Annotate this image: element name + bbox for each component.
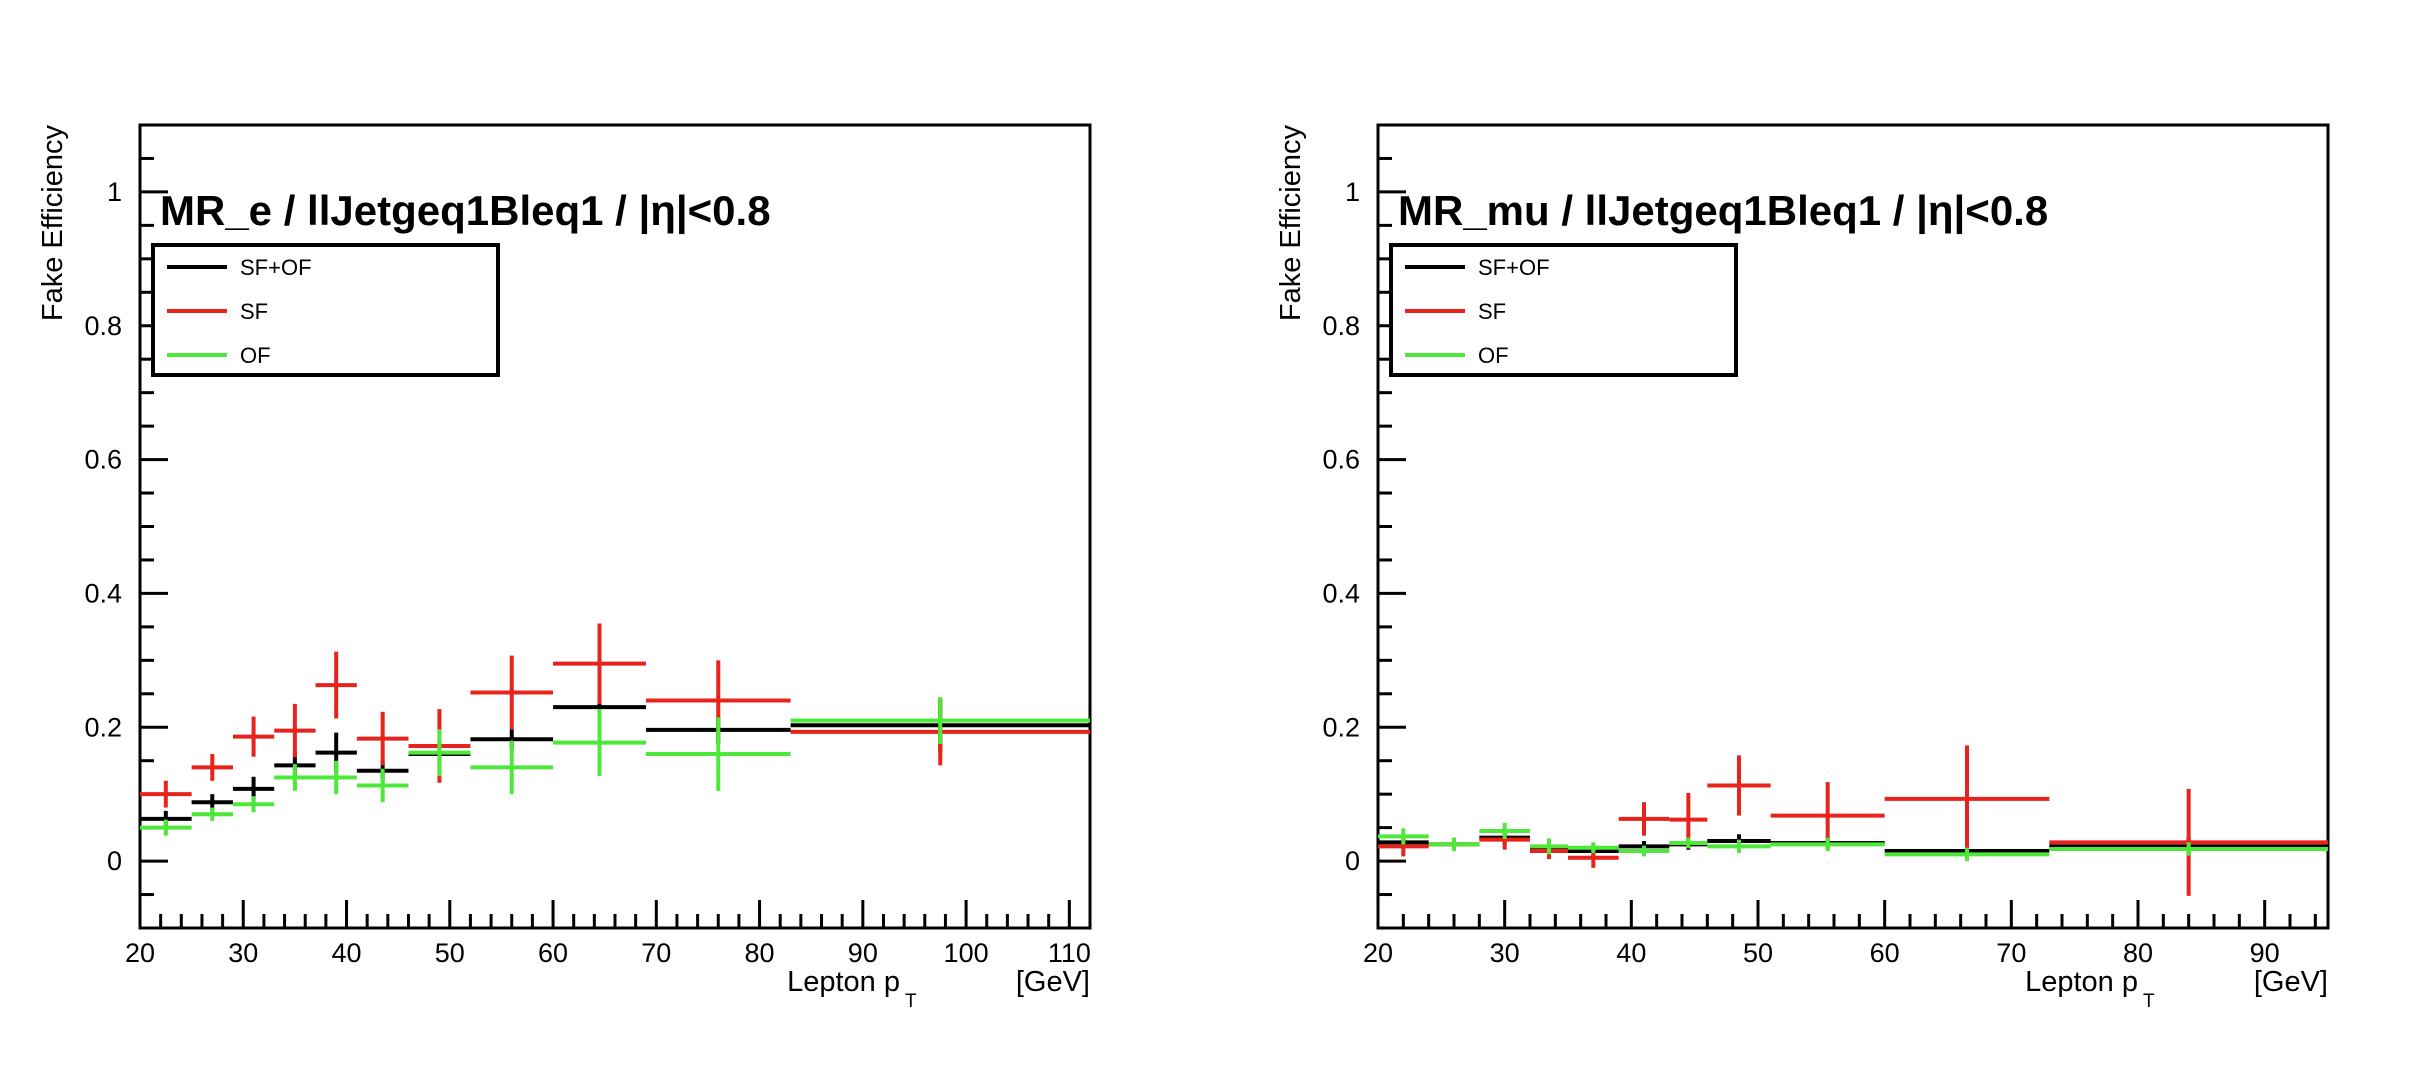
x-tick-label: 90: [2250, 938, 2280, 968]
x-tick-label: 20: [1363, 938, 1393, 968]
x-tick-label: 50: [1743, 938, 1773, 968]
x-tick-label: 30: [228, 938, 258, 968]
x-tick-label: 20: [125, 938, 155, 968]
y-tick-label: 0.2: [84, 712, 122, 742]
y-tick-label: 0.6: [84, 445, 122, 475]
x-axis-label: Lepton p: [2025, 966, 2138, 998]
y-tick-label: 0.4: [84, 578, 122, 608]
series-sf: [1378, 745, 2328, 896]
chart-panel-1: 0 0.2 0.4 0.6 0.8 1 20 30 40 50 60 70 80 90 100 110 Lept…: [37, 123, 1092, 1012]
x-tick-label: 60: [1870, 938, 1900, 968]
legend-label: OF: [240, 343, 271, 368]
x-tick-label: 90: [848, 938, 878, 968]
legend-label: OF: [1478, 343, 1509, 368]
chart-panel-2: 0 0.2 0.4 0.6 0.8 1 20 30 40 50 60 70 80 90 Lepton pT […: [1275, 123, 2330, 1012]
y-tick-label: 0: [107, 846, 122, 876]
chart-title: MR_mu / llJetgeq1Bleq1 / |η|<0.8: [1398, 187, 2048, 235]
series-of: [140, 697, 1090, 836]
x-tick-label: 40: [331, 938, 361, 968]
series-of: [1378, 822, 2328, 862]
x-axis-label: Lepton p: [787, 966, 900, 998]
x-tick-label: 70: [641, 938, 671, 968]
x-tick-label: 80: [2123, 938, 2153, 968]
y-tick-label: 1: [107, 177, 122, 207]
x-axis-unit: [GeV]: [1016, 966, 1090, 998]
x-tick-label: 30: [1490, 938, 1520, 968]
y-axis-label: Fake Efficiency: [1275, 125, 1307, 322]
x-tick-label: 70: [1996, 938, 2026, 968]
y-tick-label: 0.8: [84, 311, 122, 341]
y-tick-label: 0: [1345, 846, 1360, 876]
legend-label: SF: [1478, 299, 1506, 324]
y-tick-label: 0.6: [1322, 445, 1360, 475]
y-tick-label: 0.4: [1322, 578, 1360, 608]
legend-label: SF+OF: [240, 255, 312, 280]
x-tick-label: 60: [538, 938, 568, 968]
x-tick-label: 110: [1048, 938, 1091, 968]
legend-label: SF+OF: [1478, 255, 1550, 280]
y-tick-label: 1: [1345, 177, 1360, 207]
x-tick-label: 50: [435, 938, 465, 968]
y-tick-label: 0.2: [1322, 712, 1360, 742]
legend: SF+OF SF OF: [151, 243, 500, 377]
y-tick-label: 0.8: [1322, 311, 1360, 341]
series-sf: [140, 623, 1090, 808]
x-axis-label-subscript: T: [2143, 991, 2155, 1012]
y-axis-label: Fake Efficiency: [37, 125, 69, 322]
x-tick-label: 80: [745, 938, 775, 968]
series-sf-of: [140, 687, 1090, 827]
x-tick-label: 100: [944, 938, 989, 968]
legend-label: SF: [240, 299, 268, 324]
x-tick-label: 40: [1616, 938, 1646, 968]
chart-title: MR_e / llJetgeq1Bleq1 / |η|<0.8: [160, 187, 771, 235]
x-axis-unit: [GeV]: [2254, 966, 2328, 998]
x-axis-label-subscript: T: [905, 991, 917, 1012]
legend: SF+OF SF OF: [1389, 243, 1738, 377]
